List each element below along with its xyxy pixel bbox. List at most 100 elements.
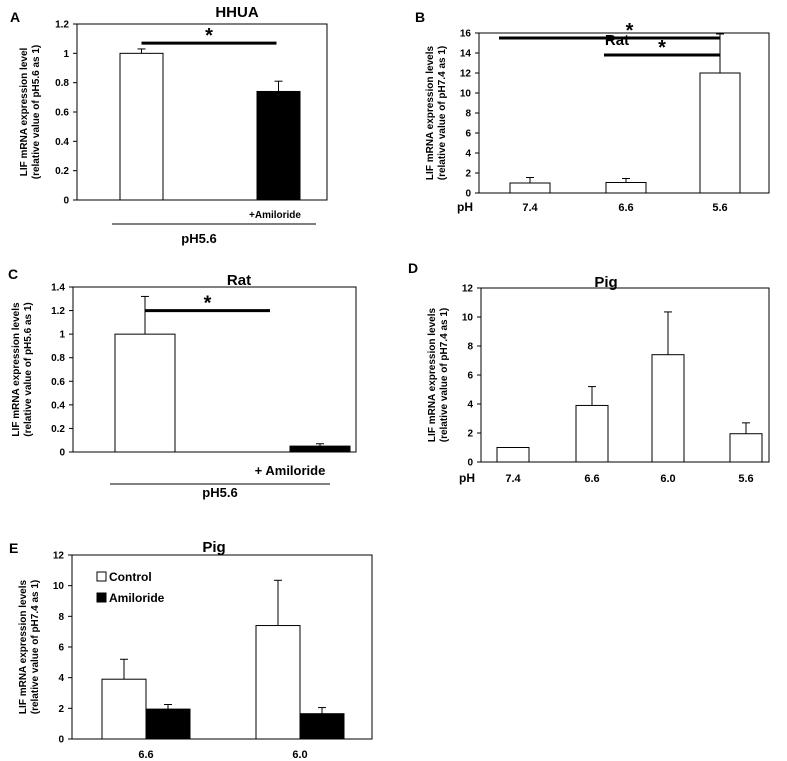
bar xyxy=(651,354,685,463)
bar xyxy=(256,90,301,201)
y-axis-label-sub: (relative value of pH5.6 as 1) xyxy=(23,302,34,437)
y-tick-label: 10 xyxy=(462,313,474,324)
x-tick-label: 6.0 xyxy=(292,749,307,761)
panel-c: C Rat 0 0.2 0.4 0.6 0.8 1 1.2 1.4 LIF mRNA express… xyxy=(8,266,357,500)
bar xyxy=(145,708,191,740)
y-tick-label: 4 xyxy=(465,149,471,160)
plot-area xyxy=(72,286,357,453)
chart-title: Rat xyxy=(227,272,251,289)
y-axis-label-sub: (relative value of pH7.4 as 1) xyxy=(30,580,41,715)
y-tick-label: 1.2 xyxy=(55,20,69,31)
significance-star: * xyxy=(204,293,212,315)
panel-letter: C xyxy=(8,266,18,282)
y-tick-label: 12 xyxy=(53,551,65,562)
legend-swatch xyxy=(96,571,107,582)
y-tick-label: 6 xyxy=(467,371,473,382)
y-tick-label: 0.8 xyxy=(55,78,69,89)
chart-title: Rat xyxy=(605,32,629,49)
y-tick-label: 1.2 xyxy=(51,306,65,317)
chart-title: Pig xyxy=(594,274,617,291)
y-tick-label: 6 xyxy=(465,129,471,140)
y-tick-label: 1 xyxy=(59,330,65,341)
y-tick-label: 0.6 xyxy=(51,377,65,388)
panel-letter: E xyxy=(9,540,18,556)
y-tick-label: 2 xyxy=(58,704,64,715)
bar xyxy=(299,713,345,740)
x-tick-label: 5.6 xyxy=(738,473,753,485)
x-tick-label: 6.6 xyxy=(584,473,599,485)
y-tick-label: 1.4 xyxy=(51,283,65,294)
significance-star: * xyxy=(205,25,213,47)
y-tick-label: 8 xyxy=(467,342,473,353)
y-tick-label: 1 xyxy=(63,49,69,60)
y-axis-label: LIF mRNA expression levels xyxy=(18,580,29,715)
y-tick-label: 10 xyxy=(460,89,472,100)
bar xyxy=(255,625,301,740)
significance-star: * xyxy=(658,37,666,59)
y-axis-label: LIF mRNA expression levels xyxy=(427,308,438,443)
x-tick-label: 7.4 xyxy=(505,473,521,485)
y-tick-label: 0.4 xyxy=(55,137,69,148)
legend-swatch xyxy=(96,592,107,603)
y-tick-label: 16 xyxy=(460,29,472,40)
x-tick-label: +Amiloride xyxy=(249,210,301,221)
panel-b: B Rat 0 2 4 6 8 10 12 14 16 LIF mRNA expression lev… xyxy=(415,9,770,214)
y-tick-label: 12 xyxy=(462,284,474,295)
y-tick-label: 10 xyxy=(53,581,65,592)
bar xyxy=(575,404,609,463)
y-tick-label: 4 xyxy=(467,400,473,411)
panel-letter: A xyxy=(10,9,20,25)
y-tick-label: 4 xyxy=(58,673,64,684)
y-tick-label: 2 xyxy=(467,429,473,440)
panel-letter: D xyxy=(408,260,418,276)
y-tick-label: 0 xyxy=(465,189,471,200)
group-label: pH5.6 xyxy=(202,485,237,500)
significance-star: * xyxy=(626,20,634,42)
x-axis-prefix: pH xyxy=(459,471,475,485)
bar xyxy=(699,72,741,194)
y-tick-label: 14 xyxy=(460,49,472,60)
bar xyxy=(101,678,147,740)
x-tick-label: 6.6 xyxy=(618,202,633,214)
y-tick-label: 0.4 xyxy=(51,400,65,411)
bar xyxy=(119,52,164,201)
y-tick-label: 0.2 xyxy=(51,424,65,435)
y-tick-label: 8 xyxy=(465,109,471,120)
plot-area xyxy=(480,287,770,463)
panel-letter: B xyxy=(415,9,425,25)
x-tick-label: + Amiloride xyxy=(255,463,326,478)
y-tick-label: 8 xyxy=(58,612,64,623)
y-tick-label: 0 xyxy=(58,735,64,746)
y-axis-label-sub: (relative value of pH7.4 as 1) xyxy=(437,46,448,181)
y-tick-label: 0 xyxy=(59,448,65,459)
y-tick-label: 0.2 xyxy=(55,166,69,177)
y-axis-label: LIF mRNA expression levels xyxy=(425,46,436,181)
panel-a: A HHUA 0 0.2 0.4 0.6 0.8 1 1.2 LIF mRNA expressio… xyxy=(10,4,328,246)
y-tick-label: 6 xyxy=(58,643,64,654)
bar xyxy=(289,445,351,453)
panel-e: E Pig 0 2 4 6 8 10 12 LIF mRNA expression levels(… xyxy=(9,539,373,761)
y-tick-label: 0 xyxy=(63,196,69,207)
legend-label: Control xyxy=(109,570,152,584)
bar xyxy=(605,182,647,194)
bar xyxy=(496,447,530,463)
y-axis-label: LIF mRNA expression level xyxy=(19,48,30,177)
x-tick-label: 5.6 xyxy=(712,202,727,214)
x-tick-label: 6.0 xyxy=(660,473,675,485)
panel-d: D Pig 0 2 4 6 8 10 12 LIF mRNA expression levels(… xyxy=(408,260,770,485)
x-tick-label: 6.6 xyxy=(138,749,153,761)
y-axis-label-sub: (relative value of pH7.4 as 1) xyxy=(439,308,450,443)
y-tick-label: 12 xyxy=(460,69,472,80)
legend-label: Amiloride xyxy=(109,591,165,605)
y-axis-label-sub: (relative value of pH5.6 as 1) xyxy=(31,45,42,180)
y-tick-label: 2 xyxy=(465,169,471,180)
chart-title: Pig xyxy=(202,539,225,556)
bar xyxy=(729,433,763,463)
x-axis-prefix: pH xyxy=(457,200,473,214)
y-tick-label: 0 xyxy=(467,458,473,469)
group-label: pH5.6 xyxy=(181,231,216,246)
y-axis-label: LIF mRNA expression levels xyxy=(11,302,22,437)
bar xyxy=(114,333,176,453)
y-tick-label: 0.8 xyxy=(51,353,65,364)
